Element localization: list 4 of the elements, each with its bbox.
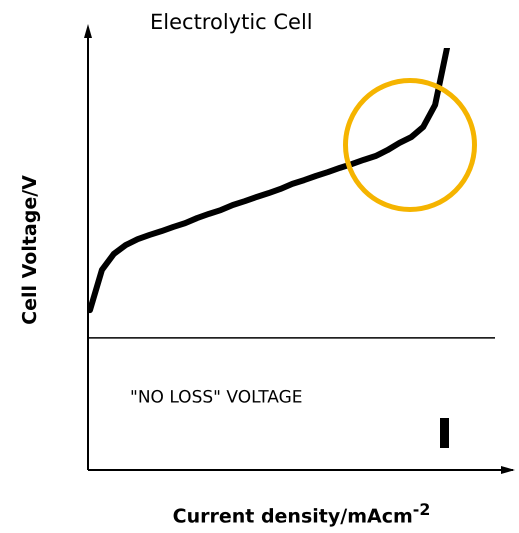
x-axis-title: Current density/mAcm$^{-2}$: [172, 500, 432, 528]
ref-line-label: "NO LOSS" VOLTAGE: [130, 387, 303, 408]
y-axis-title: Cell Voltage/V: [19, 175, 41, 325]
chart-title: Electrolytic Cell: [150, 10, 313, 34]
